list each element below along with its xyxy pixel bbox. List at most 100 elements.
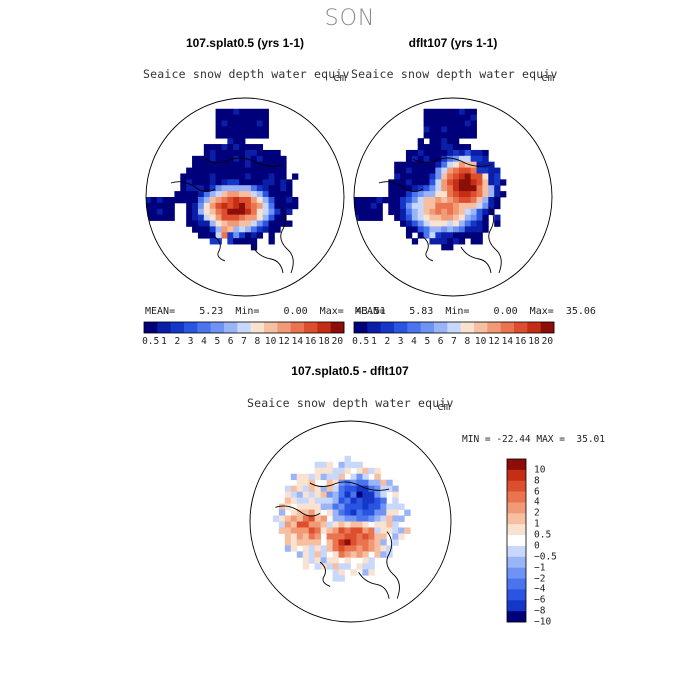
map-boundary [145, 97, 345, 297]
grid-cell [262, 202, 269, 210]
grid-cell [221, 120, 228, 127]
colorbar-swatch [507, 513, 526, 525]
grid-cell [156, 214, 164, 221]
grid-cell [344, 509, 351, 516]
grid-cell [364, 208, 372, 216]
grid-cell [268, 197, 275, 204]
grid-cell [441, 167, 448, 174]
grid-cell [215, 167, 222, 174]
grid-cell [476, 202, 483, 210]
grid-cell [447, 191, 454, 198]
grid-cell [250, 238, 258, 245]
grid-cell [394, 179, 401, 186]
colorbar-swatch [197, 322, 211, 333]
grid-cell [274, 161, 281, 168]
grid-cell [447, 185, 454, 192]
grid-cell [192, 173, 199, 180]
grid-cell [362, 545, 369, 552]
grid-cell [356, 479, 363, 487]
grid-cell [150, 202, 158, 210]
grid-cell [168, 202, 175, 210]
grid-cell [494, 214, 501, 221]
grid-cell [380, 527, 387, 534]
grid-cell [356, 527, 363, 534]
grid-cell [221, 132, 228, 139]
colorbar-swatch [507, 578, 526, 590]
grid-cell [250, 232, 258, 239]
grid-cell [314, 539, 322, 546]
grid-cell [447, 214, 454, 221]
grid-cell [308, 509, 316, 516]
grid-cell [308, 515, 316, 522]
grid-cell [250, 208, 258, 216]
grid-cell [388, 191, 395, 198]
grid-cell [435, 132, 442, 139]
grid-cell [250, 114, 258, 121]
grid-cell [239, 155, 246, 163]
grid-cell [209, 155, 216, 163]
grid-cell [374, 467, 381, 475]
grid-cell [470, 132, 477, 139]
grid-cell [290, 527, 298, 534]
grid-cell [215, 226, 222, 233]
grid-cell [470, 167, 477, 174]
grid-cell [296, 503, 304, 510]
colorbar-swatch [474, 322, 488, 333]
grid-cell [362, 521, 369, 528]
grid-cell [476, 161, 483, 168]
grid-cell [400, 173, 407, 180]
grid-cell [429, 114, 436, 121]
grid-cell [358, 197, 366, 204]
grid-cell [470, 226, 477, 233]
coastline [252, 246, 284, 274]
data-field [272, 455, 411, 582]
grid-cell [362, 569, 369, 576]
diff-panel-units: cm [437, 400, 451, 413]
grid-cell [374, 503, 381, 510]
grid-cell [286, 202, 293, 210]
grid-cell [435, 208, 442, 216]
grid-cell [320, 521, 328, 528]
grid-cell [435, 226, 442, 233]
grid-cell [374, 515, 381, 522]
grid-cell [362, 503, 369, 510]
grid-cell [435, 179, 442, 186]
diff-panel-map [249, 420, 452, 623]
grid-cell [405, 197, 413, 204]
mean-value: 5.23 [199, 306, 224, 317]
grid-cell [326, 473, 333, 481]
grid-cell [429, 214, 436, 221]
grid-cell [376, 214, 383, 221]
grid-cell [380, 521, 387, 528]
grid-cell [362, 551, 369, 558]
grid-cell [447, 238, 454, 245]
grid-cell [233, 220, 240, 227]
grid-cell [368, 497, 375, 504]
grid-cell [435, 197, 442, 204]
grid-cell [356, 545, 363, 552]
grid-cell [274, 214, 281, 221]
grid-cell [332, 575, 339, 582]
grid-cell [364, 197, 372, 204]
grid-cell [394, 202, 401, 210]
grid-cell [215, 149, 222, 157]
grid-cell [435, 108, 442, 116]
grid-cell [274, 167, 281, 174]
grid-cell [458, 191, 466, 198]
grid-cell [356, 503, 363, 510]
colorbar-swatch [317, 322, 331, 333]
colorbar-tick-label: 6 [437, 336, 444, 347]
grid-cell [290, 545, 298, 552]
grid-cell [203, 202, 211, 210]
grid-cell [374, 545, 381, 552]
grid-cell [221, 197, 228, 204]
grid-cell [374, 485, 381, 493]
grid-cell [458, 220, 466, 227]
grid-cell [488, 161, 495, 168]
grid-cell [429, 120, 436, 127]
grid-cell [458, 238, 466, 245]
grid-cell [374, 539, 381, 546]
grid-cell [186, 185, 193, 192]
grid-cell [262, 149, 269, 157]
grid-cell [398, 527, 405, 534]
